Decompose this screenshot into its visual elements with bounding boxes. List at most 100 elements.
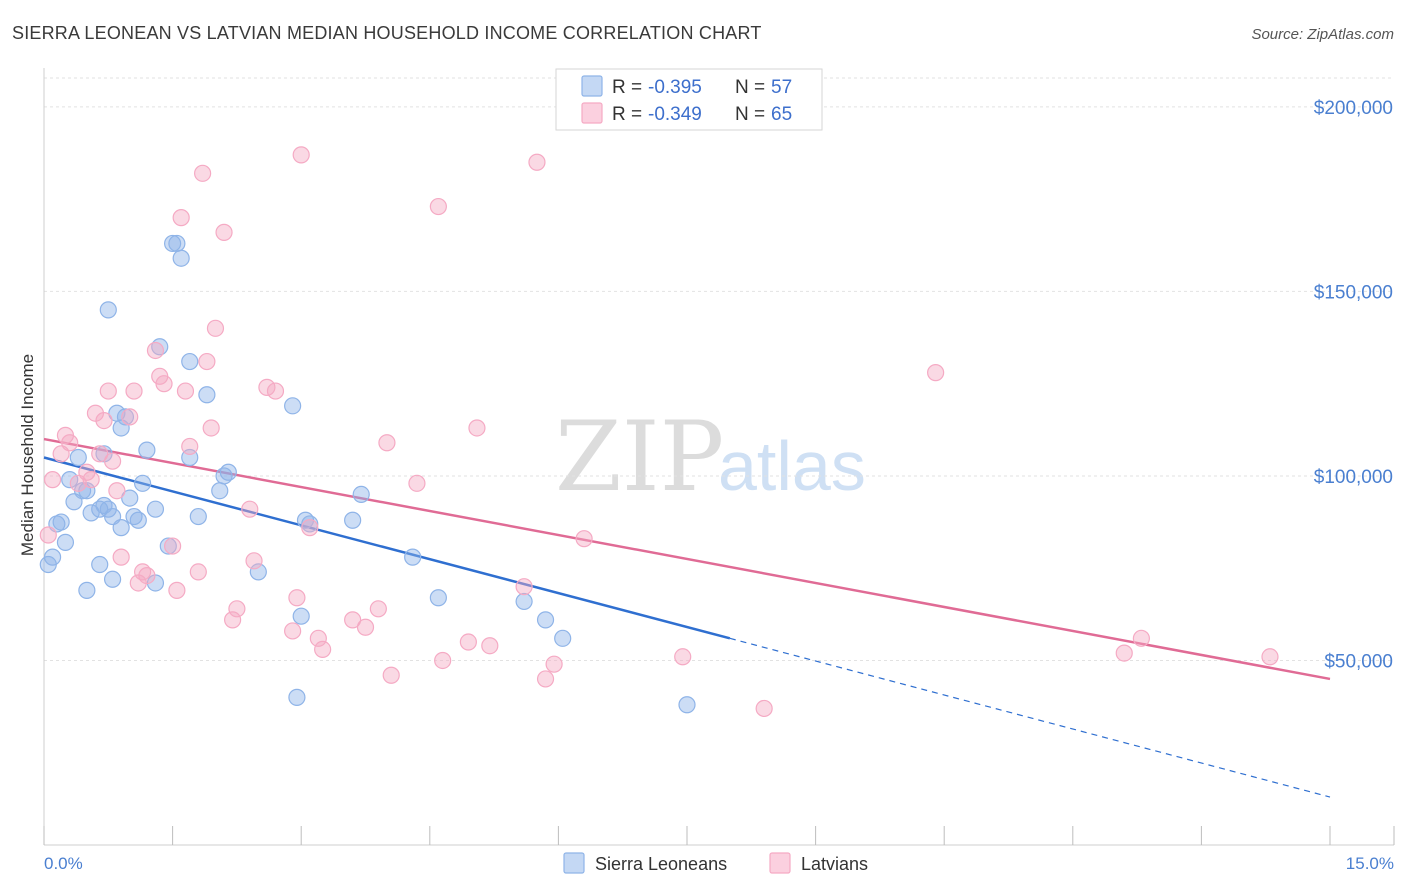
data-point — [528, 153, 546, 171]
data-point — [61, 434, 79, 452]
data-point — [82, 471, 100, 489]
data-point — [108, 482, 126, 500]
data-point — [459, 633, 477, 651]
data-point — [284, 397, 302, 415]
data-point — [43, 471, 62, 489]
watermark-zip: ZIP — [555, 401, 724, 513]
data-point — [202, 419, 220, 437]
data-point — [52, 513, 70, 531]
data-point — [78, 581, 96, 599]
data-point — [125, 382, 143, 400]
series-legend: Sierra Leoneans Latvians — [563, 852, 868, 874]
data-point — [219, 463, 237, 481]
data-point — [258, 378, 276, 396]
data-point — [146, 500, 165, 518]
data-point — [382, 666, 400, 684]
data-point — [91, 555, 109, 574]
chart-source: Source: ZipAtlas.com — [1251, 26, 1394, 43]
data-point — [515, 592, 533, 611]
data-point — [215, 223, 233, 241]
legend-swatch-latvians — [581, 102, 603, 124]
data-point — [198, 386, 216, 404]
data-point — [112, 548, 130, 566]
series-legend-swatch-latvians — [769, 852, 791, 874]
data-point — [129, 511, 147, 529]
data-point — [61, 471, 79, 489]
data-point — [172, 209, 190, 227]
data-point — [112, 519, 130, 537]
data-point — [39, 526, 57, 544]
watermark: ZIP atlas — [555, 401, 866, 513]
y-tick-label: $150,000 — [1314, 282, 1393, 303]
series-legend-latvians: Latvians — [801, 854, 868, 874]
x-tick-label-min: 0.0% — [44, 854, 83, 873]
data-point — [103, 570, 122, 588]
data-point — [146, 341, 165, 360]
data-point — [554, 629, 572, 647]
data-point — [288, 688, 306, 706]
data-point — [82, 504, 100, 522]
data-point — [164, 234, 182, 253]
y-tick-label: $100,000 — [1314, 467, 1393, 488]
data-point — [69, 448, 87, 467]
data-point — [121, 408, 139, 426]
data-point — [91, 445, 109, 463]
data-point — [1115, 644, 1133, 662]
data-point — [172, 249, 190, 267]
data-point — [159, 537, 177, 555]
data-point — [168, 581, 186, 599]
x-tick-label-max: 15.0% — [1346, 854, 1394, 873]
chart-title: SIERRA LEONEAN VS LATVIAN MEDIAN HOUSEHO… — [12, 23, 762, 43]
data-point — [1261, 648, 1279, 666]
data-point — [292, 607, 310, 625]
data-point — [288, 589, 306, 607]
legend-n-label-1: N = — [735, 77, 765, 98]
series-1-points — [39, 146, 1279, 718]
data-point — [284, 622, 302, 640]
y-tick-labels: $50,000 $100,000 $150,000 $200,000 — [1314, 98, 1393, 673]
legend-r-label-1: R = — [612, 77, 642, 98]
data-point — [56, 533, 75, 551]
legend-n-value-2: 65 — [771, 104, 792, 125]
data-point — [198, 352, 216, 371]
data-point — [168, 234, 186, 253]
series-legend-sierra-leoneans: Sierra Leoneans — [595, 854, 727, 874]
data-point — [314, 640, 332, 659]
data-point — [43, 548, 62, 566]
data-point — [536, 670, 555, 688]
data-point — [408, 474, 426, 492]
axes — [43, 68, 1395, 846]
data-point — [309, 629, 327, 647]
data-point — [155, 375, 173, 393]
data-point — [224, 611, 242, 629]
legend-r-value-1: -0.395 — [648, 77, 702, 98]
y-axis-label: Median Household Income — [18, 354, 37, 556]
data-point — [344, 511, 362, 529]
data-point — [678, 696, 696, 714]
data-point — [301, 519, 319, 537]
data-point — [95, 411, 113, 430]
data-point — [545, 655, 563, 673]
legend-r-value-2: -0.349 — [648, 104, 702, 125]
series-legend-swatch-sierra-leoneans — [563, 852, 585, 874]
data-point — [434, 651, 452, 670]
data-point — [99, 301, 117, 319]
data-point — [211, 482, 229, 500]
gridlines — [44, 77, 1394, 661]
data-point — [181, 352, 199, 371]
trendline-series-0 — [43, 456, 731, 640]
data-point — [164, 537, 182, 555]
data-point — [116, 408, 135, 426]
data-point — [181, 437, 199, 456]
legend-n-label-2: N = — [735, 104, 765, 125]
trendline-extension-series-0 — [729, 637, 1331, 798]
data-point — [206, 319, 225, 337]
points — [39, 146, 1279, 718]
data-point — [103, 452, 122, 470]
trendlines — [43, 437, 1331, 798]
data-point — [99, 382, 117, 400]
data-point — [138, 566, 156, 585]
y-tick-label: $200,000 — [1314, 98, 1393, 119]
data-point — [429, 589, 447, 607]
